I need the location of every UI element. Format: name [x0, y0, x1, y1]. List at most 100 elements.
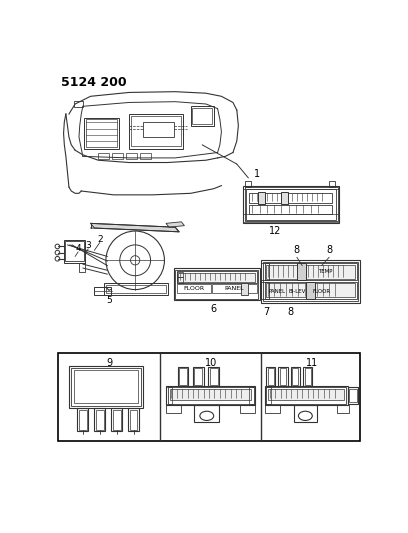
Text: PANEL: PANEL — [225, 286, 244, 292]
Bar — [337, 405, 349, 413]
Bar — [112, 152, 123, 159]
Bar — [258, 192, 264, 204]
Bar — [268, 368, 274, 385]
Bar — [166, 387, 172, 403]
Bar — [65, 241, 84, 261]
Bar — [243, 214, 339, 222]
Bar — [266, 387, 346, 403]
Bar — [166, 405, 182, 413]
Bar — [94, 287, 111, 295]
Bar — [249, 205, 332, 214]
Bar — [329, 181, 335, 187]
Text: TEMP: TEMP — [318, 269, 333, 273]
Text: 5: 5 — [106, 296, 112, 305]
Text: 10: 10 — [204, 358, 217, 368]
Bar — [140, 152, 151, 159]
Bar — [262, 263, 269, 280]
Text: 6: 6 — [211, 304, 217, 314]
Bar — [210, 368, 217, 385]
Bar — [241, 282, 248, 295]
Bar — [78, 408, 88, 431]
Bar — [166, 386, 255, 405]
Text: 9: 9 — [106, 358, 112, 368]
Bar — [143, 122, 174, 137]
Bar — [303, 367, 312, 386]
Bar — [71, 368, 141, 406]
Bar — [96, 410, 104, 430]
Bar — [79, 263, 85, 272]
Bar — [73, 370, 138, 403]
Bar — [126, 152, 137, 159]
Bar — [113, 410, 120, 430]
Bar — [282, 192, 288, 204]
Bar — [177, 367, 188, 386]
Text: 8: 8 — [326, 245, 332, 255]
Bar — [192, 108, 212, 124]
Bar — [128, 408, 139, 431]
Bar — [291, 367, 300, 386]
Text: 7: 7 — [263, 306, 269, 317]
Bar — [191, 106, 214, 126]
Bar — [106, 285, 166, 294]
Text: 11: 11 — [306, 358, 318, 368]
Bar — [64, 239, 85, 263]
Bar — [349, 389, 357, 402]
Bar — [240, 405, 255, 413]
Bar — [297, 263, 306, 280]
Bar — [195, 368, 202, 385]
Polygon shape — [166, 222, 184, 227]
Text: 4: 4 — [75, 244, 81, 253]
Bar — [280, 368, 286, 385]
Bar — [178, 273, 255, 282]
Text: 5124 200: 5124 200 — [61, 76, 127, 90]
Bar — [264, 387, 271, 403]
Bar — [86, 119, 118, 147]
Bar — [264, 405, 280, 413]
Bar — [179, 368, 187, 385]
Bar — [129, 114, 183, 149]
Bar — [168, 387, 254, 403]
Bar — [73, 101, 83, 107]
Bar — [264, 263, 357, 280]
Bar — [195, 405, 219, 422]
Text: 8: 8 — [294, 245, 300, 255]
Bar — [84, 118, 119, 149]
Bar — [249, 387, 255, 403]
Bar — [268, 389, 344, 400]
Bar — [262, 260, 360, 303]
Bar — [262, 282, 269, 299]
Bar — [177, 277, 183, 282]
Bar — [104, 284, 168, 295]
Bar — [264, 282, 357, 299]
Bar — [246, 189, 336, 220]
Bar — [305, 368, 311, 385]
Bar — [266, 265, 355, 279]
Polygon shape — [91, 223, 179, 232]
Bar — [306, 282, 315, 299]
Bar — [174, 268, 260, 301]
Bar — [244, 187, 338, 221]
Bar — [249, 193, 332, 203]
Bar — [263, 262, 359, 301]
Text: PANEL: PANEL — [268, 289, 286, 294]
Bar — [294, 405, 317, 422]
Text: FLOOR: FLOOR — [313, 289, 330, 294]
Text: BI-LEV: BI-LEV — [288, 289, 306, 294]
Text: 1: 1 — [254, 169, 260, 179]
Bar — [130, 410, 137, 430]
Bar — [212, 284, 257, 294]
Bar — [175, 270, 258, 299]
Text: 2: 2 — [97, 235, 102, 244]
Bar — [348, 387, 359, 403]
Bar — [170, 389, 251, 400]
Bar — [131, 116, 181, 147]
Bar — [94, 408, 105, 431]
Bar — [264, 386, 348, 405]
Bar — [111, 408, 122, 431]
Bar — [243, 185, 339, 223]
Bar — [79, 410, 86, 430]
Bar — [193, 367, 204, 386]
Bar — [266, 367, 275, 386]
Bar — [177, 271, 257, 284]
Bar — [208, 367, 219, 386]
